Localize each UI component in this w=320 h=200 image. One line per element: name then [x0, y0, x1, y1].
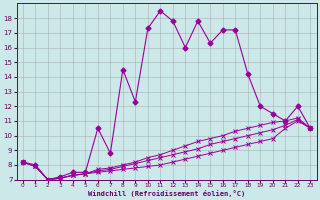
X-axis label: Windchill (Refroidissement éolien,°C): Windchill (Refroidissement éolien,°C): [88, 190, 245, 197]
